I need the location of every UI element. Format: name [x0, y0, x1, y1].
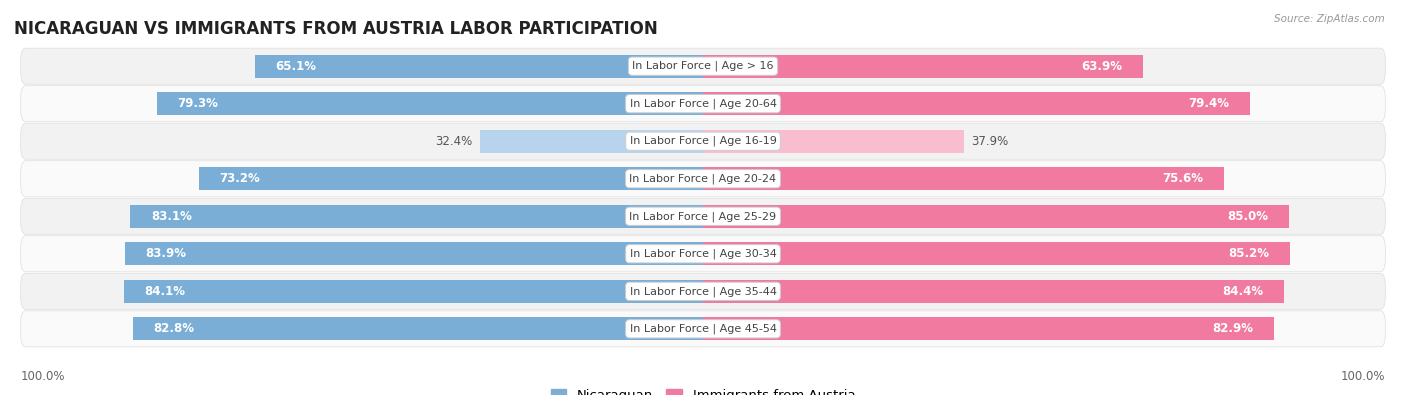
Text: 100.0%: 100.0% — [1340, 370, 1385, 383]
Bar — [703, 205, 1289, 228]
Text: In Labor Force | Age > 16: In Labor Force | Age > 16 — [633, 61, 773, 71]
Bar — [703, 92, 1250, 115]
FancyBboxPatch shape — [21, 48, 1385, 84]
Bar — [125, 242, 703, 265]
Text: In Labor Force | Age 20-64: In Labor Force | Age 20-64 — [630, 98, 776, 109]
Text: 75.6%: 75.6% — [1163, 172, 1204, 185]
Text: 84.4%: 84.4% — [1223, 285, 1264, 298]
Bar — [254, 55, 703, 78]
Bar — [703, 242, 1289, 265]
Text: NICARAGUAN VS IMMIGRANTS FROM AUSTRIA LABOR PARTICIPATION: NICARAGUAN VS IMMIGRANTS FROM AUSTRIA LA… — [14, 19, 658, 38]
Text: 79.4%: 79.4% — [1188, 97, 1229, 110]
Text: 65.1%: 65.1% — [276, 60, 316, 73]
Legend: Nicaraguan, Immigrants from Austria: Nicaraguan, Immigrants from Austria — [546, 384, 860, 395]
Text: 79.3%: 79.3% — [177, 97, 218, 110]
Text: 82.9%: 82.9% — [1212, 322, 1254, 335]
Bar — [703, 130, 965, 153]
Text: In Labor Force | Age 20-24: In Labor Force | Age 20-24 — [630, 173, 776, 184]
Text: In Labor Force | Age 45-54: In Labor Force | Age 45-54 — [630, 324, 776, 334]
Text: In Labor Force | Age 30-34: In Labor Force | Age 30-34 — [630, 248, 776, 259]
Bar — [479, 130, 703, 153]
Text: 32.4%: 32.4% — [436, 135, 472, 148]
Bar — [703, 55, 1143, 78]
Text: 37.9%: 37.9% — [972, 135, 1008, 148]
Bar — [156, 92, 703, 115]
Text: 73.2%: 73.2% — [219, 172, 260, 185]
Text: 84.1%: 84.1% — [145, 285, 186, 298]
FancyBboxPatch shape — [21, 161, 1385, 197]
Bar — [132, 317, 703, 340]
Text: 83.1%: 83.1% — [152, 210, 193, 223]
Bar — [703, 167, 1223, 190]
Bar — [131, 205, 703, 228]
FancyBboxPatch shape — [21, 273, 1385, 309]
FancyBboxPatch shape — [21, 86, 1385, 122]
Text: Source: ZipAtlas.com: Source: ZipAtlas.com — [1274, 14, 1385, 24]
Text: 63.9%: 63.9% — [1081, 60, 1122, 73]
Text: 85.0%: 85.0% — [1227, 210, 1268, 223]
FancyBboxPatch shape — [21, 123, 1385, 159]
Text: In Labor Force | Age 16-19: In Labor Force | Age 16-19 — [630, 136, 776, 147]
Bar — [124, 280, 703, 303]
FancyBboxPatch shape — [21, 311, 1385, 347]
Text: 83.9%: 83.9% — [146, 247, 187, 260]
FancyBboxPatch shape — [21, 198, 1385, 234]
Bar — [703, 280, 1285, 303]
FancyBboxPatch shape — [21, 236, 1385, 272]
Text: 85.2%: 85.2% — [1229, 247, 1270, 260]
Text: 82.8%: 82.8% — [153, 322, 194, 335]
Text: 100.0%: 100.0% — [21, 370, 66, 383]
Bar — [703, 317, 1274, 340]
Text: In Labor Force | Age 35-44: In Labor Force | Age 35-44 — [630, 286, 776, 297]
Bar — [198, 167, 703, 190]
Text: In Labor Force | Age 25-29: In Labor Force | Age 25-29 — [630, 211, 776, 222]
